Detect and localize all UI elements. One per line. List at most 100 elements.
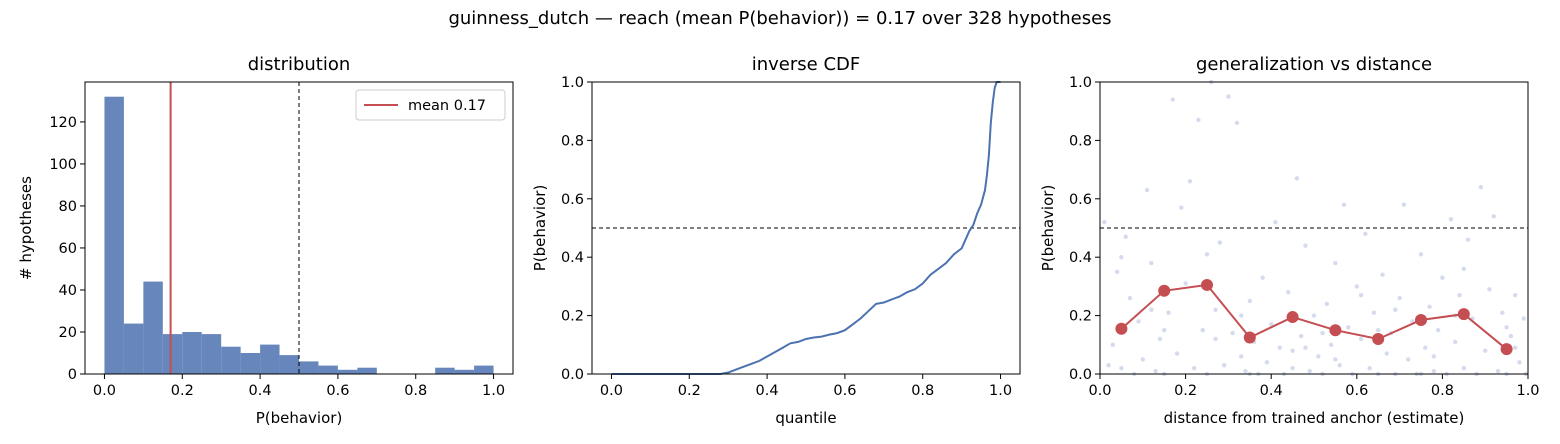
x-tick-label: 0.6	[1345, 383, 1368, 399]
scatter-point	[1358, 292, 1364, 298]
scatter-point	[1320, 330, 1325, 336]
scatter-point	[1521, 316, 1526, 321]
scatter-point	[1405, 357, 1411, 362]
x-tick-label: 1.0	[1516, 383, 1539, 399]
histogram-axes-frame	[84, 81, 514, 375]
histogram-bar	[435, 367, 455, 374]
legend-box	[355, 89, 506, 121]
scatter-point	[1517, 360, 1522, 365]
binned-mean-line	[1120, 283, 1508, 350]
x-tick-label: 0.0	[600, 383, 623, 399]
y-tick-label: 0.8	[561, 133, 584, 149]
scatter-point	[1311, 313, 1317, 318]
x-tick-label: 0.4	[1260, 383, 1283, 399]
scatter-point	[1162, 328, 1167, 333]
scatter-point	[1448, 217, 1454, 222]
scatter-point	[1495, 368, 1501, 374]
scatter-xlabel: distance from trained anchor (estimate)	[1164, 409, 1465, 427]
scatter-point	[1363, 231, 1368, 237]
scatter-point	[1234, 120, 1240, 126]
scatter-point	[1371, 310, 1377, 315]
scatter-point	[1157, 336, 1163, 342]
histogram-bar	[454, 369, 475, 374]
histogram-bar	[474, 365, 494, 374]
scatter-point	[1119, 365, 1124, 371]
scatter-point	[1179, 205, 1184, 210]
histogram-bar	[221, 346, 241, 374]
scatter-point	[1273, 219, 1278, 225]
scatter-point	[1491, 214, 1496, 219]
legend: mean 0.17	[355, 89, 506, 121]
y-tick-label: 0.8	[1069, 133, 1092, 149]
scatter-point	[1127, 295, 1133, 301]
inverse-cdf-ylabel: P(behavior)	[531, 185, 549, 272]
scatter-point	[1183, 281, 1188, 286]
binned-mean-marker	[1500, 343, 1513, 356]
x-tick-label: 1.0	[989, 383, 1012, 399]
y-tick-label: 0.0	[1069, 367, 1092, 383]
scatter-point	[1512, 292, 1518, 298]
scatter-point	[1243, 368, 1248, 374]
scatter-point	[1114, 269, 1120, 274]
y-tick-label: 0.6	[561, 192, 584, 208]
x-tick-label: 0.2	[171, 383, 194, 399]
histogram-bar	[143, 281, 163, 374]
scatter-point	[1187, 179, 1193, 184]
histogram-bar	[337, 369, 358, 374]
figure-suptitle: guinness_dutch — reach (mean P(behavior)…	[448, 8, 1111, 29]
histogram-x-ticks: 0.0 0.2 0.4 0.6 0.8 1.0	[93, 374, 505, 399]
scatter-point	[1397, 295, 1402, 301]
scatter-point	[1277, 345, 1282, 350]
scatter-point	[1166, 310, 1171, 315]
histogram-bar	[162, 334, 183, 374]
histogram-bar	[182, 331, 202, 374]
histogram-bar	[240, 352, 261, 374]
scatter-point	[1247, 298, 1253, 304]
scatter-point	[1431, 354, 1437, 359]
x-tick-label: 0.4	[249, 383, 272, 399]
scatter-point	[1384, 351, 1389, 356]
scatter-point	[1508, 333, 1514, 339]
y-tick-label: 0.2	[561, 309, 584, 325]
scatter-point	[1239, 354, 1244, 359]
scatter-point	[1324, 301, 1330, 307]
binned-mean-marker	[1457, 308, 1470, 321]
histogram-title: distribution	[248, 54, 351, 75]
scatter-y-ticks: 0.0 0.2 0.4 0.6 0.8 1.0	[1069, 75, 1100, 383]
x-tick-label: 0.4	[756, 383, 779, 399]
y-tick-label: 0.4	[1069, 250, 1092, 266]
inverse-cdf-x-ticks: 0.0 0.2 0.4 0.6 0.8 1.0	[600, 374, 1012, 399]
x-tick-label: 1.0	[482, 383, 505, 399]
scatter-point	[1269, 322, 1274, 327]
scatter-point	[1119, 255, 1124, 260]
scatter-point	[1457, 292, 1462, 298]
y-tick-label: 80	[59, 199, 77, 215]
scatter-x-ticks: 0.0 0.2 0.4 0.6 0.8 1.0	[1088, 374, 1540, 399]
scatter-point	[1140, 357, 1146, 362]
scatter-point	[1478, 184, 1484, 190]
binned-mean-marker	[1286, 311, 1299, 324]
scatter-point	[1504, 325, 1509, 330]
scatter-point	[1423, 345, 1428, 350]
x-tick-label: 0.8	[1431, 383, 1454, 399]
histogram-y-ticks: 0 20 40 60 80 100 120	[49, 115, 85, 383]
y-tick-label: 60	[59, 241, 77, 257]
x-tick-label: 0.0	[93, 383, 116, 399]
scatter-point	[1328, 342, 1334, 347]
inverse-cdf-xlabel: quantile	[775, 409, 836, 427]
scatter-point	[1170, 97, 1175, 102]
scatter-point	[1316, 354, 1321, 359]
scatter-point	[1376, 328, 1381, 333]
y-tick-label: 0.4	[561, 250, 584, 266]
scatter-point	[1149, 307, 1154, 312]
x-tick-label: 0.0	[1088, 383, 1111, 399]
scatter-point	[1333, 260, 1338, 266]
scatter-point	[1290, 365, 1295, 371]
scatter-point	[1500, 310, 1505, 315]
scatter-point	[1465, 237, 1471, 242]
scatter-point	[1153, 368, 1158, 374]
scatter-point	[1191, 365, 1197, 371]
scatter-point	[1431, 368, 1437, 374]
inverse-cdf-y-ticks: 0.0 0.2 0.4 0.6 0.8 1.0	[561, 75, 592, 383]
